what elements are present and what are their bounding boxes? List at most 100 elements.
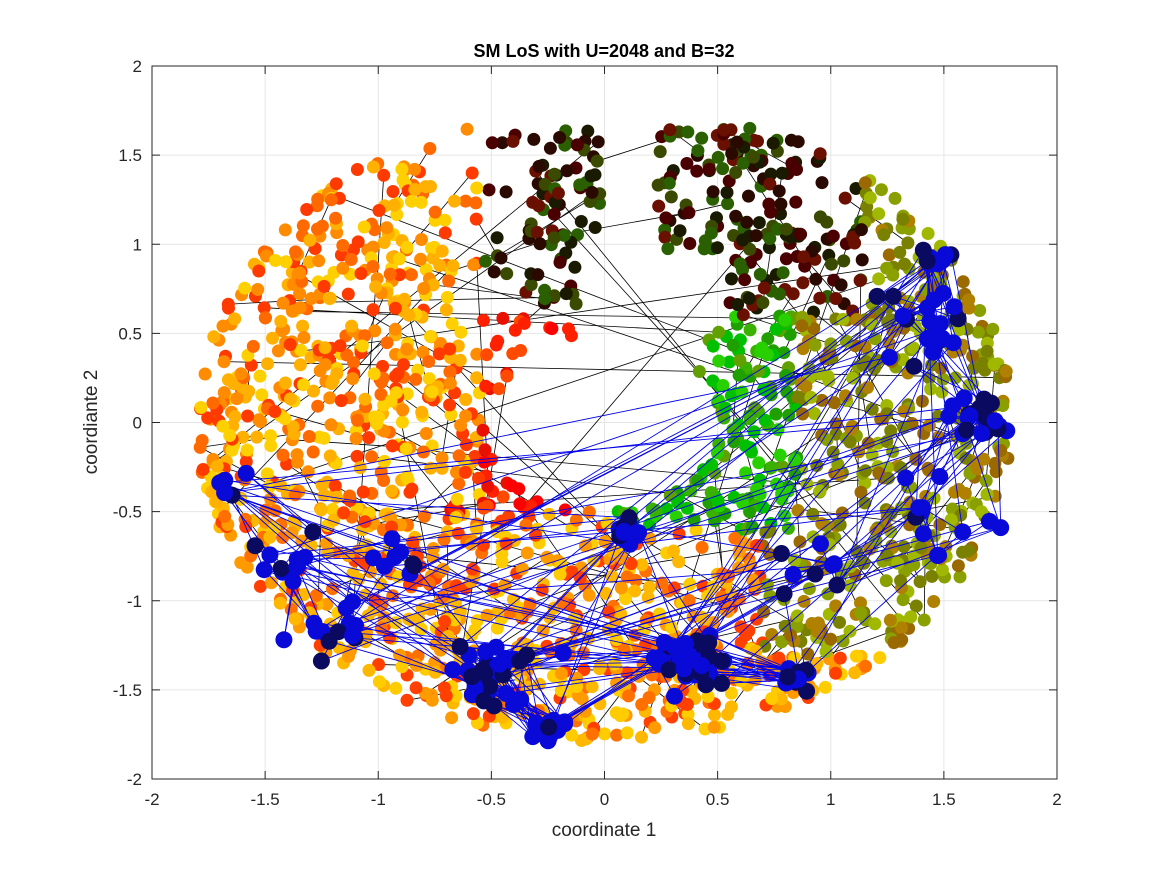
- data-point: [513, 497, 527, 511]
- data-point: [763, 589, 777, 603]
- data-point: [590, 154, 604, 168]
- data-point: [706, 185, 720, 199]
- data-point: [469, 196, 483, 210]
- data-point: [706, 339, 720, 353]
- data-point: [854, 606, 868, 620]
- data-point: [772, 651, 786, 665]
- data-point: [585, 727, 599, 741]
- selected-link-line: [683, 410, 978, 651]
- data-point: [895, 621, 908, 635]
- data-point: [874, 183, 888, 197]
- selected-link-line: [499, 543, 821, 665]
- selected-point: [944, 397, 961, 415]
- data-point: [438, 213, 452, 227]
- data-point: [763, 177, 777, 191]
- data-point: [924, 382, 938, 396]
- data-point: [581, 124, 595, 138]
- data-point: [470, 371, 484, 385]
- data-point: [289, 245, 302, 259]
- y-tick-label: 0.5: [118, 324, 142, 343]
- data-point: [743, 323, 757, 337]
- selected-point: [305, 614, 323, 632]
- data-point: [350, 449, 364, 463]
- data-point: [490, 621, 504, 635]
- data-point: [726, 338, 740, 352]
- data-point: [376, 359, 390, 373]
- data-point: [921, 227, 935, 240]
- data-point: [802, 582, 816, 596]
- link-line: [297, 462, 322, 511]
- data-point: [293, 301, 307, 315]
- data-point: [653, 145, 667, 159]
- data-point: [614, 581, 628, 595]
- selected-link-line: [950, 254, 985, 419]
- data-point: [635, 730, 648, 744]
- data-point: [795, 319, 809, 333]
- data-point: [230, 392, 244, 406]
- selected-point: [897, 469, 915, 487]
- data-point: [559, 287, 573, 301]
- data-point: [532, 159, 546, 173]
- selected-point: [775, 585, 793, 603]
- data-point: [582, 588, 596, 602]
- data-point: [236, 430, 250, 444]
- selected-link-line: [269, 329, 936, 556]
- selected-point: [275, 631, 293, 649]
- data-point: [302, 430, 316, 443]
- data-point: [880, 548, 893, 562]
- data-point: [196, 463, 210, 476]
- data-point: [353, 461, 367, 475]
- selected-point: [693, 657, 711, 675]
- selected-point: [490, 655, 508, 673]
- data-point: [435, 461, 449, 475]
- data-point: [927, 595, 941, 608]
- data-point: [452, 449, 466, 463]
- data-point: [306, 445, 320, 459]
- selected-link-line: [487, 527, 1001, 667]
- data-point: [909, 599, 923, 613]
- data-point: [261, 357, 274, 371]
- data-point: [829, 292, 843, 305]
- data-point: [613, 709, 627, 723]
- data-point: [914, 541, 928, 555]
- data-point: [743, 242, 757, 256]
- data-point: [833, 651, 847, 665]
- selected-link-line: [922, 250, 987, 418]
- data-point: [735, 385, 749, 399]
- data-point: [702, 162, 716, 176]
- data-point: [370, 417, 384, 431]
- data-point: [336, 261, 350, 275]
- data-point: [424, 330, 437, 343]
- data-point: [966, 349, 980, 363]
- data-point: [239, 455, 253, 469]
- data-point: [317, 488, 331, 502]
- data-point: [416, 345, 430, 359]
- data-point: [543, 141, 557, 155]
- data-point: [435, 244, 449, 258]
- data-point: [444, 408, 458, 422]
- data-point: [667, 581, 681, 595]
- data-point: [925, 569, 939, 583]
- selected-link-line: [721, 430, 1008, 684]
- data-point: [779, 222, 793, 236]
- data-point: [882, 248, 896, 262]
- data-point: [956, 275, 970, 289]
- x-tick-label: -1: [371, 790, 386, 809]
- data-point: [324, 418, 338, 432]
- data-point: [446, 259, 460, 273]
- data-point: [883, 613, 897, 627]
- data-point: [836, 634, 850, 648]
- data-point: [850, 545, 864, 558]
- data-point: [470, 614, 484, 628]
- selected-link-line: [562, 532, 637, 654]
- data-point: [218, 509, 232, 523]
- data-point: [624, 557, 638, 571]
- data-point: [487, 265, 501, 279]
- data-point: [684, 484, 698, 498]
- data-point: [240, 443, 254, 457]
- data-point: [560, 164, 574, 178]
- data-point: [764, 167, 778, 181]
- data-point: [753, 267, 767, 281]
- selected-point: [337, 599, 355, 617]
